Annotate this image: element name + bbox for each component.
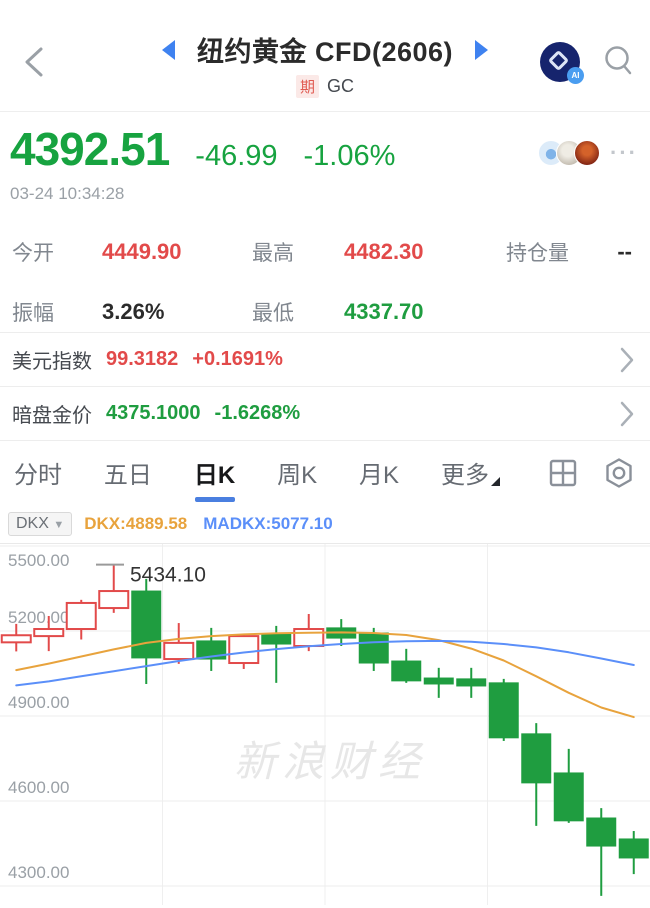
dropdown-caret-icon: ▼ bbox=[53, 518, 65, 531]
candles-group bbox=[0, 564, 649, 896]
header: 纽约黄金 CFD(2606) 期 GC AI bbox=[0, 0, 650, 112]
symbol-code: GC bbox=[327, 76, 354, 96]
y-axis-tick-label: 5200.00 bbox=[8, 608, 69, 627]
quote-timestamp: 03-24 10:34:28 bbox=[10, 184, 125, 203]
tabs-list: 分时 五日 日K 周K 月K 更多 bbox=[14, 441, 500, 505]
chart-tab-bar: 分时 五日 日K 周K 月K 更多 bbox=[0, 440, 650, 504]
sina-finance-watermark: 新浪财经 bbox=[234, 738, 426, 785]
tab-monthly-k[interactable]: 月K bbox=[359, 462, 400, 489]
next-instrument-button[interactable] bbox=[475, 39, 489, 60]
page-title: 纽约黄金 CFD(2606) bbox=[196, 37, 454, 67]
tab-timeline[interactable]: 分时 bbox=[14, 462, 62, 489]
y-axis-tick-label: 4300.00 bbox=[8, 863, 69, 882]
low-label: 最低 bbox=[252, 302, 294, 325]
usd-index-percent: +0.1691% bbox=[192, 348, 283, 370]
chart-grid: 5500.00 5200.00 4900.00 4600.00 4300.00 bbox=[0, 544, 650, 905]
ma-line-madkx bbox=[15, 639, 635, 687]
prev-instrument-button[interactable] bbox=[161, 39, 175, 60]
y-axis-tick-label: 4600.00 bbox=[8, 778, 69, 797]
tab-daily-k[interactable]: 日K bbox=[194, 441, 235, 505]
chevron-right-icon bbox=[620, 347, 634, 372]
y-axis-tick-label: 5500.00 bbox=[8, 551, 69, 570]
kline-chart[interactable]: 5500.005200.004900.004600.004300.00新浪财经5… bbox=[0, 544, 650, 905]
amplitude-value: 3.26% bbox=[102, 299, 165, 324]
futures-badge: 期 bbox=[295, 75, 319, 98]
ai-logo-icon bbox=[547, 49, 570, 72]
kline-chart-area: 5500.00 5200.00 4900.00 4600.00 4300.00 新浪财经 5… bbox=[0, 544, 650, 905]
search-icon[interactable] bbox=[602, 44, 636, 80]
dark-pool-gold-value: 4375.1000 bbox=[106, 402, 201, 424]
art-avatar-icon[interactable] bbox=[574, 140, 601, 166]
indicator-bar: DKX ▼ DKX:4889.58 MADKX:5077.10 bbox=[0, 504, 650, 544]
grid-layout-icon[interactable] bbox=[546, 456, 580, 490]
tab-more[interactable]: 更多 bbox=[441, 441, 500, 505]
dark-pool-gold-row[interactable]: 暗盘金价 4375.1000 -1.6268% bbox=[0, 386, 650, 440]
stats-grid: 今开 4449.90 最高 4482.30 持仓量 -- 振幅 3.26% 最低… bbox=[0, 218, 650, 332]
back-button[interactable] bbox=[18, 42, 52, 82]
open-label: 今开 bbox=[12, 242, 54, 265]
indicator-selector[interactable]: DKX ▼ bbox=[8, 511, 73, 536]
low-value: 4337.70 bbox=[344, 299, 424, 324]
last-price: 4392.51 bbox=[10, 123, 170, 175]
usd-index-label: 美元指数 bbox=[12, 351, 92, 373]
open-interest-value: -- bbox=[617, 239, 632, 264]
chevron-right-icon bbox=[620, 401, 634, 426]
ai-assistant-button[interactable]: AI bbox=[540, 42, 584, 84]
settings-icon[interactable] bbox=[602, 456, 636, 490]
tab-weekly-k[interactable]: 周K bbox=[277, 462, 318, 489]
dkx-value: DKX:4889.58 bbox=[84, 513, 188, 533]
price-change-percent: -1.06% bbox=[303, 140, 396, 172]
ai-badge: AI bbox=[567, 67, 584, 84]
dark-pool-gold-label: 暗盘金价 bbox=[12, 405, 92, 427]
price-change: -46.99 bbox=[195, 140, 278, 172]
more-caret-icon bbox=[490, 477, 500, 486]
high-label: 最高 bbox=[252, 242, 294, 265]
amplitude-label: 振幅 bbox=[12, 302, 54, 325]
y-axis-tick-label: 4900.00 bbox=[8, 693, 69, 712]
dark-pool-gold-percent: -1.6268% bbox=[214, 402, 301, 424]
open-interest-label: 持仓量 bbox=[506, 242, 569, 265]
quote-section: 4392.51 -46.99 -1.06% 03-24 10:34:28 ··· bbox=[0, 112, 650, 218]
high-marker-label: 5434.10 bbox=[130, 564, 206, 587]
ma-line-dkx bbox=[15, 631, 635, 719]
more-options-button[interactable]: ··· bbox=[610, 140, 638, 165]
high-value: 4482.30 bbox=[344, 239, 424, 264]
open-value: 4449.90 bbox=[102, 239, 182, 264]
madkx-value: MADKX:5077.10 bbox=[203, 513, 333, 533]
usd-index-value: 99.3182 bbox=[106, 348, 179, 370]
tab-5day[interactable]: 五日 bbox=[103, 462, 152, 489]
usd-index-row[interactable]: 美元指数 99.3182 +0.1691% bbox=[0, 332, 650, 386]
back-chevron-icon bbox=[25, 47, 43, 77]
